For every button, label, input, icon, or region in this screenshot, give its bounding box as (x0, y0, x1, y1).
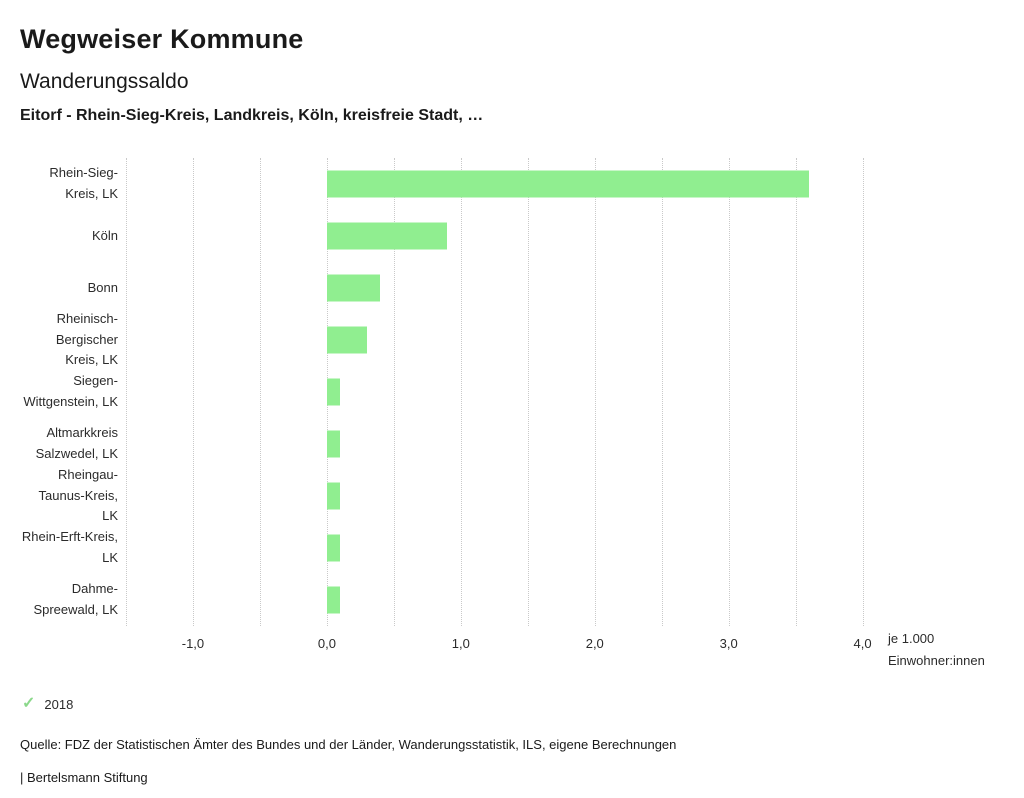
x-tick-label: 0,0 (317, 636, 336, 651)
bar[interactable] (326, 222, 448, 250)
chart-row: Dahme-Spreewald, LK (20, 574, 1004, 626)
chart-row: Bonn (20, 262, 1004, 314)
category-label: Rheinisch-Bergischer Kreis, LK (55, 310, 118, 368)
x-tick-label: -1,0 (181, 636, 205, 651)
legend-item[interactable]: ✓ 2018 (22, 696, 73, 712)
axis-unit-line-2: Einwohner:innen (888, 653, 985, 669)
bar[interactable] (326, 378, 341, 406)
row-plot (126, 262, 876, 314)
attribution-text: | Bertelsmann Stiftung (20, 770, 148, 785)
category-label: Bonn (87, 279, 118, 295)
bar[interactable] (326, 482, 341, 510)
chart-row: Rhein-Sieg-Kreis, LK (20, 158, 1004, 210)
source-text: Quelle: FDZ der Statistischen Ämter des … (20, 737, 677, 752)
bar[interactable] (326, 274, 381, 302)
bar[interactable] (326, 534, 341, 562)
category-label: Köln (91, 227, 118, 243)
chart-row: Altmarkkreis Salzwedel, LK (20, 418, 1004, 470)
page-title: Wegweiser Kommune (20, 24, 304, 54)
chart-row: Rheinisch-Bergischer Kreis, LK (20, 311, 1004, 367)
category-label: Rhein-Erft-Kreis, LK (21, 529, 118, 565)
category-label: Siegen-Wittgenstein, LK (23, 373, 118, 409)
axis-unit-line-1: je 1.000 (888, 631, 935, 646)
chart-selection-description: Eitorf - Rhein-Sieg-Kreis, Landkreis, Kö… (20, 107, 484, 124)
x-tick-label: 2,0 (585, 636, 604, 651)
chart-row: Siegen-Wittgenstein, LK (20, 366, 1004, 418)
row-plot (126, 522, 876, 574)
legend: ✓ 2018 (22, 696, 1004, 712)
row-plot (126, 314, 876, 366)
x-tick-label: 4,0 (853, 636, 872, 651)
x-tick-label: 1,0 (451, 636, 470, 651)
row-plot (126, 418, 876, 470)
x-axis: -1,0 0,0 1,0 2,0 3,0 4,0 (126, 636, 876, 656)
category-label: Rheingau-Taunus-Kreis, LK (38, 466, 118, 524)
chart-rows: Rhein-Sieg-Kreis, LK Köln Bonn Rheinisch-Be… (20, 158, 1004, 626)
check-icon: ✓ (22, 695, 36, 712)
chart-row: Köln (20, 210, 1004, 262)
category-label: Dahme-Spreewald, LK (33, 581, 118, 617)
bar[interactable] (326, 586, 341, 614)
category-label: Altmarkkreis Salzwedel, LK (35, 425, 118, 461)
bar[interactable] (326, 430, 341, 458)
x-tick-label: 3,0 (719, 636, 738, 651)
category-label: Rhein-Sieg-Kreis, LK (49, 165, 118, 201)
row-plot (126, 158, 876, 210)
bar[interactable] (326, 170, 810, 198)
row-plot (126, 210, 876, 262)
legend-label: 2018 (44, 696, 74, 712)
row-plot (126, 366, 876, 418)
bar[interactable] (326, 326, 368, 354)
row-plot (126, 574, 876, 626)
row-plot (126, 470, 876, 522)
chart-row: Rheingau-Taunus-Kreis, LK (20, 467, 1004, 523)
chart-subtitle: Wanderungssaldo (20, 70, 189, 93)
bar-chart: Rhein-Sieg-Kreis, LK Köln Bonn Rheinisch-Be… (20, 158, 1004, 670)
chart-row: Rhein-Erft-Kreis, LK (20, 522, 1004, 574)
axis-unit-label: je 1.000 Einwohner:innen (888, 628, 985, 672)
